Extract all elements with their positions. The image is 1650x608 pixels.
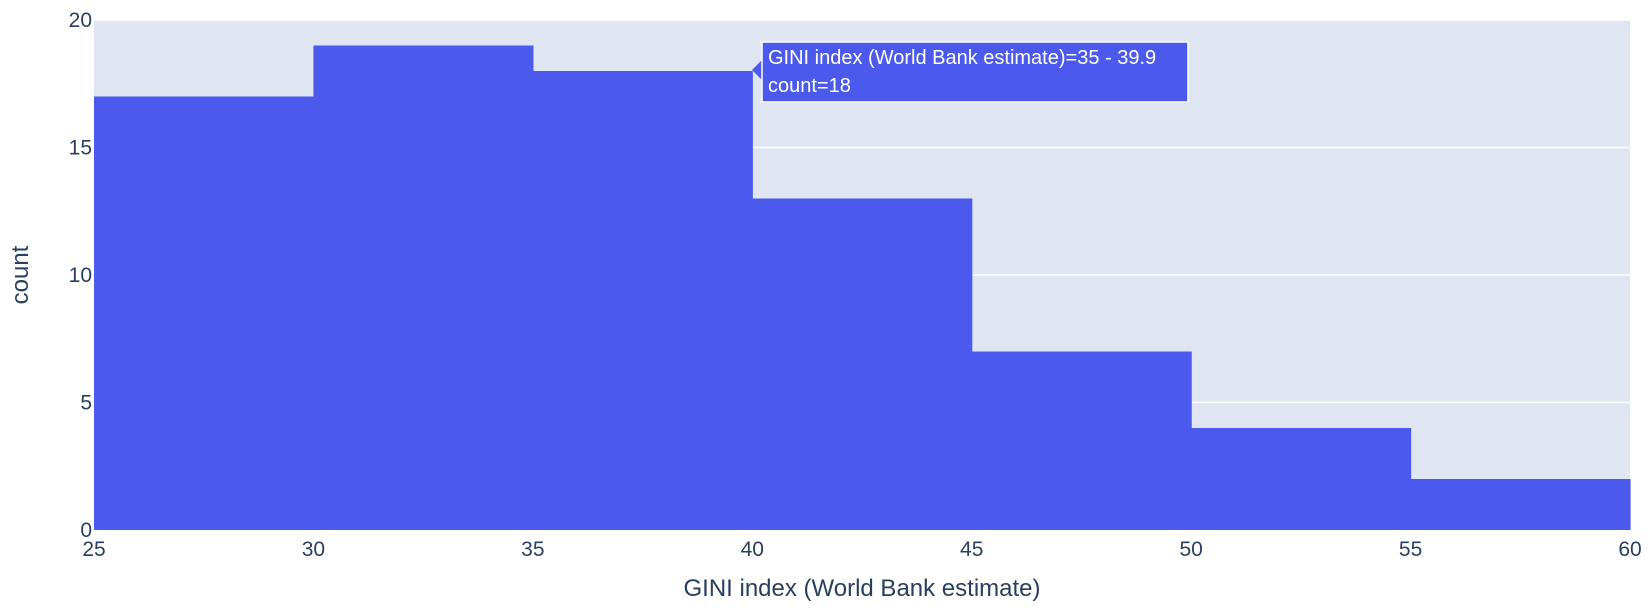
histogram-bar-50-55[interactable] xyxy=(1191,428,1412,530)
histogram-bar-45-50[interactable] xyxy=(971,351,1192,531)
x-tick-label: 55 xyxy=(1399,538,1422,561)
x-axis-ticks: 25 30 35 40 45 50 55 60 xyxy=(82,538,1641,561)
bars xyxy=(94,45,1631,531)
tooltip-line-2: count=18 xyxy=(768,75,851,97)
x-tick-label: 45 xyxy=(960,538,983,561)
histogram-bar-35-40[interactable] xyxy=(532,71,753,530)
x-tick-label: 30 xyxy=(302,538,325,561)
y-tick-label: 15 xyxy=(69,137,92,160)
y-axis-ticks: 0 5 10 15 20 xyxy=(69,9,92,542)
histogram-bar-40-45[interactable] xyxy=(752,198,973,531)
x-tick-label: 60 xyxy=(1618,538,1641,561)
tooltip-box xyxy=(761,41,1189,103)
histogram-bar-30-35[interactable] xyxy=(313,45,534,531)
x-axis-title: GINI index (World Bank estimate) xyxy=(683,575,1040,602)
x-tick-label: 50 xyxy=(1179,538,1202,561)
y-tick-label: 5 xyxy=(80,392,92,415)
y-axis-title: count xyxy=(7,245,34,304)
histogram-bar-25-30[interactable] xyxy=(94,96,315,531)
x-tick-label: 25 xyxy=(82,538,105,561)
y-tick-label: 0 xyxy=(80,519,92,542)
tooltip-line-1: GINI index (World Bank estimate)=35 - 39… xyxy=(768,47,1156,69)
hover-tooltip: GINI index (World Bank estimate)=35 - 39… xyxy=(752,41,1189,103)
x-tick-label: 35 xyxy=(521,538,544,561)
x-tick-label: 40 xyxy=(741,538,764,561)
y-tick-label: 20 xyxy=(69,9,92,32)
y-tick-label: 10 xyxy=(69,264,92,287)
tooltip-pointer xyxy=(752,60,762,80)
histogram-bar-55-60[interactable] xyxy=(1410,479,1631,530)
